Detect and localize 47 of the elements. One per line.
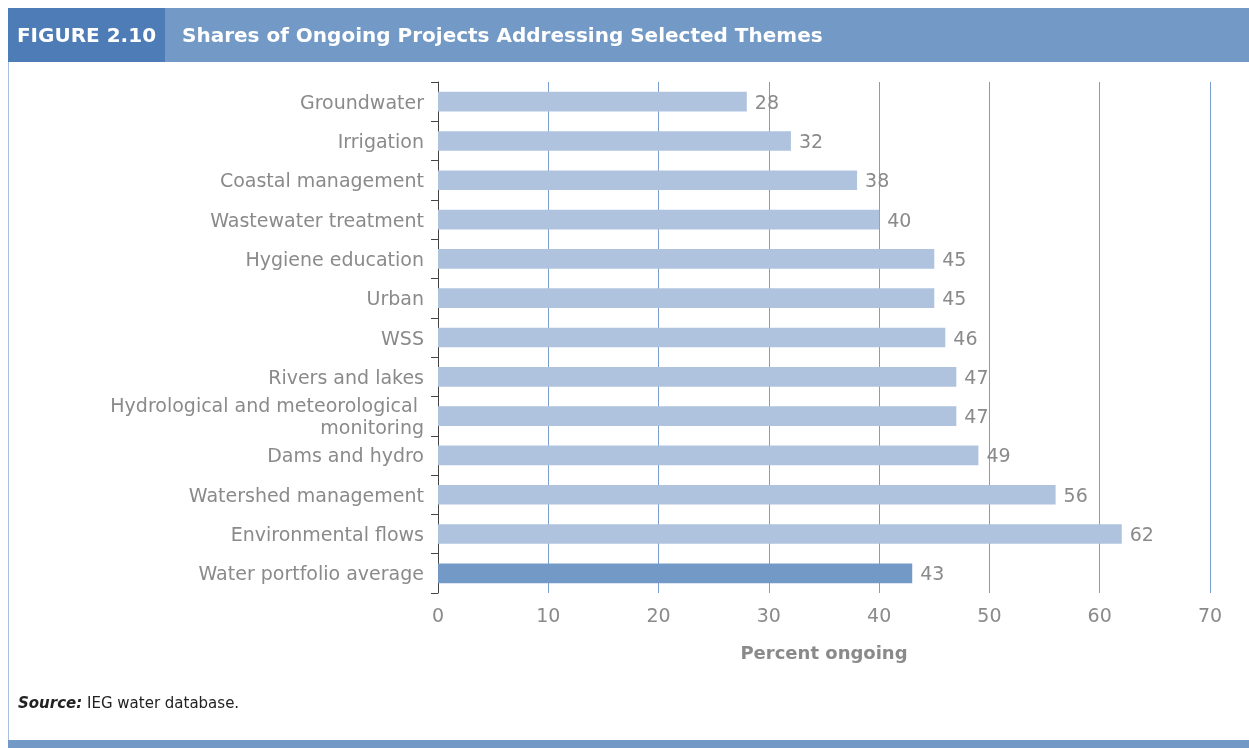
y-tick-label: Groundwater (299, 90, 425, 113)
y-tick-label: Urban (366, 287, 424, 310)
data-label: 45 (942, 247, 967, 270)
x-tick-label: 50 (977, 603, 1002, 626)
bar (438, 445, 979, 466)
y-tick-label: Irrigation (337, 129, 424, 152)
bar (438, 288, 935, 309)
bar (438, 327, 946, 348)
x-tick-label: 30 (756, 603, 781, 626)
y-tick-label: WSS (381, 326, 424, 349)
source-note: Source: IEG water database. (18, 694, 240, 712)
bar (438, 366, 957, 387)
data-label: 45 (942, 287, 967, 310)
data-label: 46 (953, 326, 978, 349)
x-tick-label: 60 (1087, 603, 1112, 626)
x-tick-label: 40 (867, 603, 892, 626)
bar (438, 406, 957, 426)
caption: FIGURE 2.10 (8, 8, 165, 62)
y-tick-label: Hygiene education (245, 247, 424, 270)
x-axis-title: Percent ongoing (740, 641, 908, 663)
x-tick-label: 10 (536, 603, 561, 626)
data-label: 47 (964, 405, 989, 428)
data-label: 43 (920, 562, 945, 585)
y-tick-label: Dams and hydro (267, 444, 424, 467)
y-tick-label: Watershed management (188, 483, 424, 506)
bar (438, 484, 1056, 505)
x-tick-label: 20 (646, 603, 671, 626)
bar (438, 91, 747, 112)
bar (438, 209, 880, 230)
bar (438, 249, 935, 269)
data-label: 62 (1129, 523, 1154, 546)
y-tick-label: Coastal management (219, 169, 424, 192)
y-tick-label: Environmental flows (230, 523, 424, 546)
data-label: 47 (964, 365, 989, 388)
y-tick-label: Hydrological and meteorological monitoring (110, 394, 424, 439)
data-label: 32 (798, 129, 824, 152)
y-tick-label: Water portfolio average (198, 562, 424, 585)
data-label: 56 (1063, 483, 1088, 506)
y-tick-label: Rivers and lakes (268, 365, 424, 388)
x-tick-label: 70 (1197, 603, 1223, 626)
bar (438, 524, 1122, 544)
bar (438, 170, 858, 191)
bar (438, 131, 791, 151)
y-tick-label: Wastewater treatment (210, 208, 424, 231)
x-tick-label: 0 (431, 603, 445, 626)
chart-title: Shares of Ongoing Projects Addressing Selected Themes (182, 22, 823, 49)
data-label: 40 (887, 208, 912, 231)
